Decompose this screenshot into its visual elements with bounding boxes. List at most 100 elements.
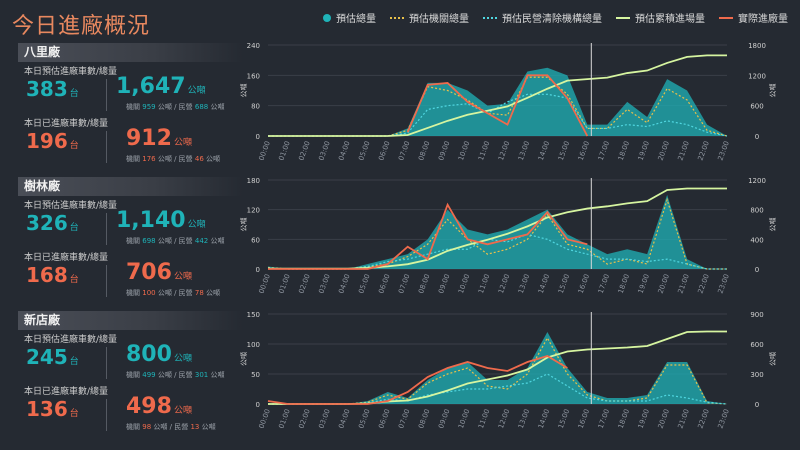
x-tick-label: 10:00	[457, 273, 471, 295]
x-tick-label: 09:00	[437, 408, 451, 430]
x-tick-label: 10:00	[457, 140, 471, 162]
x-tick-label: 11:00	[477, 408, 491, 430]
series-line-cumulative	[268, 330, 727, 405]
x-tick-label: 07:00	[397, 140, 411, 162]
est-breakdown: 機關 698 公噸 / 民營 442 公噸	[126, 237, 225, 245]
act-count: 196 台	[26, 129, 79, 153]
x-tick-label: 06:00	[377, 140, 391, 162]
x-tick-label: 21:00	[677, 273, 691, 295]
y2-axis-label: 公噸	[768, 352, 777, 366]
legend-swatch-actual	[719, 16, 733, 19]
x-tick-label: 14:00	[537, 408, 551, 430]
x-tick-label: 02:00	[297, 273, 311, 295]
x-tick-label: 01:00	[277, 273, 291, 295]
x-tick-label: 03:00	[317, 140, 331, 162]
x-tick-label: 20:00	[657, 140, 671, 162]
act-breakdown: 機關 176 公噸 / 民營 46 公噸	[126, 155, 221, 163]
act-breakdown: 機關 98 公噸 / 民營 13 公噸	[126, 423, 216, 431]
x-tick-label: 15:00	[557, 140, 571, 162]
series-line-actual	[268, 202, 588, 270]
est-label: 本日預估進廠車數/總量	[24, 67, 118, 77]
legend-label: 預估累積進場量	[635, 14, 705, 25]
est-label: 本日預估進廠車數/總量	[24, 201, 118, 211]
y2-tick-label: 0	[755, 401, 759, 409]
act-breakdown: 機關 100 公噸 / 民營 78 公噸	[126, 289, 221, 297]
x-tick-label: 00:00	[257, 140, 271, 162]
series-line-est-private	[267, 233, 727, 270]
x-tick-label: 08:00	[417, 140, 431, 162]
x-tick-label: 07:00	[397, 273, 411, 295]
series-line-est-private	[268, 93, 728, 137]
x-tick-label: 05:00	[357, 140, 371, 162]
legend-item-est-total[interactable]: 預估總量	[323, 10, 376, 25]
x-tick-label: 19:00	[637, 408, 651, 430]
x-tick-label: 21:00	[677, 140, 691, 162]
x-tick-label: 07:00	[397, 408, 411, 430]
act-total: 912 公噸	[126, 126, 192, 151]
x-tick-label: 17:00	[597, 140, 611, 162]
plant-panel-shulin: 樹林廠 本日預估進廠車數/總量 326 台 1,140 公噸 機關 698 公噸 /…	[18, 177, 243, 305]
x-tick-label: 12:00	[497, 408, 511, 430]
y2-tick-label: 1200	[748, 72, 766, 80]
x-tick-label: 04:00	[337, 140, 351, 162]
x-tick-label: 11:00	[477, 273, 491, 295]
plant-name: 新店廠	[18, 311, 243, 330]
divider	[106, 399, 107, 431]
series-line-est-gov	[268, 336, 728, 405]
x-tick-label: 04:00	[337, 273, 351, 295]
x-tick-label: 05:00	[357, 273, 371, 295]
x-tick-label: 16:00	[577, 408, 591, 430]
series-line-cumulative	[268, 187, 727, 270]
x-tick-label: 08:00	[417, 273, 431, 295]
y2-tick-label: 0	[755, 133, 759, 141]
x-tick-label: 18:00	[617, 408, 631, 430]
legend-label: 預估總量	[336, 14, 376, 25]
y-tick-label: 100	[247, 341, 260, 349]
x-tick-label: 13:00	[517, 140, 531, 162]
legend-item-est-gov[interactable]: 預估機關總量	[390, 10, 469, 25]
x-tick-label: 00:00	[257, 408, 271, 430]
divider	[106, 213, 107, 245]
x-tick-label: 12:00	[497, 273, 511, 295]
plant-name: 八里廠	[18, 43, 243, 62]
x-tick-label: 16:00	[577, 140, 591, 162]
legend-item-actual[interactable]: 實際進廠量	[719, 10, 788, 25]
x-tick-label: 23:00	[716, 273, 730, 295]
y2-tick-label: 600	[750, 341, 763, 349]
series-line-est-private	[268, 373, 728, 405]
x-tick-label: 06:00	[377, 273, 391, 295]
x-tick-label: 09:00	[437, 273, 451, 295]
y-tick-label: 0	[256, 133, 260, 141]
plant-panel-xindian: 新店廠 本日預估進廠車數/總量 245 台 800 公噸 機關 499 公噸 / 民…	[18, 311, 243, 439]
x-tick-label: 14:00	[537, 273, 551, 295]
y2-tick-label: 1200	[748, 177, 766, 185]
x-tick-label: 13:00	[517, 273, 531, 295]
x-tick-label: 22:00	[697, 273, 711, 295]
y-tick-label: 180	[247, 177, 260, 185]
y-tick-label: 80	[251, 103, 260, 111]
y2-tick-label: 300	[750, 371, 763, 379]
x-tick-label: 08:00	[417, 408, 431, 430]
legend-item-est-private[interactable]: 預估民營清除機構總量	[483, 10, 602, 25]
est-count: 383 台	[26, 77, 79, 101]
y2-tick-label: 600	[750, 103, 763, 111]
x-tick-label: 21:00	[677, 408, 691, 430]
legend-item-cumulative[interactable]: 預估累積進場量	[616, 10, 705, 25]
x-tick-label: 23:00	[716, 408, 730, 430]
x-tick-label: 06:00	[377, 408, 391, 430]
x-tick-label: 23:00	[716, 140, 730, 162]
legend-label: 實際進廠量	[738, 14, 788, 25]
est-breakdown: 機關 959 公噸 / 民營 688 公噸	[126, 103, 225, 111]
est-total: 800 公噸	[126, 342, 192, 367]
x-tick-label: 20:00	[657, 273, 671, 295]
series-line-actual	[406, 74, 589, 137]
x-tick-label: 19:00	[637, 140, 651, 162]
x-tick-label: 17:00	[597, 408, 611, 430]
y2-axis-label: 公噸	[768, 218, 777, 232]
y-tick-label: 0	[256, 401, 260, 409]
legend-swatch-est-gov	[390, 16, 404, 19]
x-tick-label: 04:00	[337, 408, 351, 430]
x-tick-label: 12:00	[497, 140, 511, 162]
divider	[106, 79, 107, 111]
series-area-est-total	[268, 194, 727, 269]
